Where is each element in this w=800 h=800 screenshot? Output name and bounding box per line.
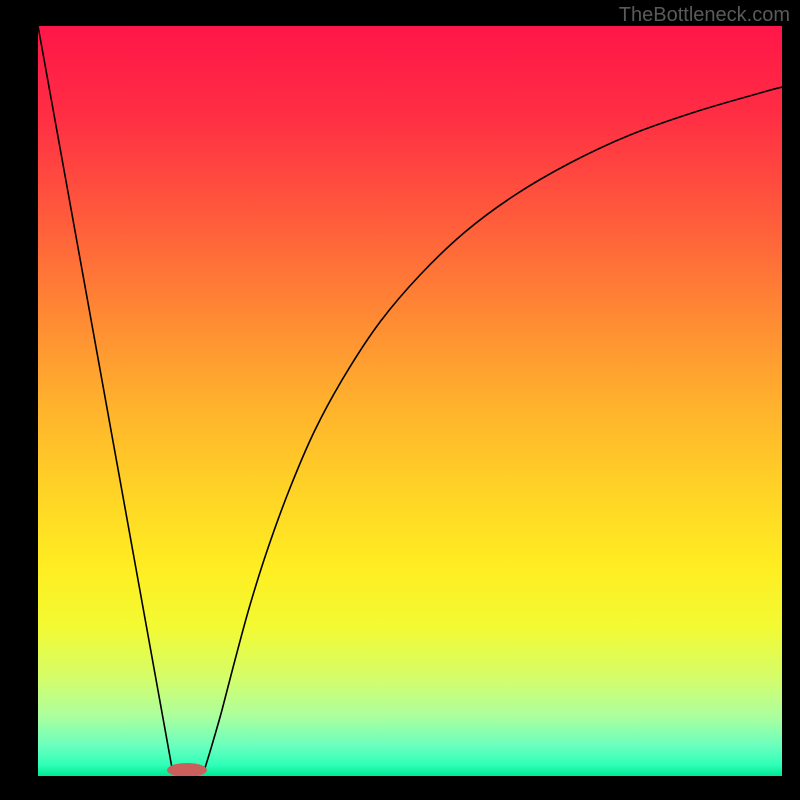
- border-left: [0, 0, 38, 800]
- chart-svg: [38, 26, 782, 776]
- border-right: [782, 0, 800, 800]
- border-bottom: [0, 776, 800, 800]
- watermark-text: TheBottleneck.com: [619, 4, 790, 27]
- gradient-background: [38, 26, 782, 776]
- bottleneck-chart: TheBottleneck.com: [0, 0, 800, 800]
- plot-area: [38, 26, 782, 776]
